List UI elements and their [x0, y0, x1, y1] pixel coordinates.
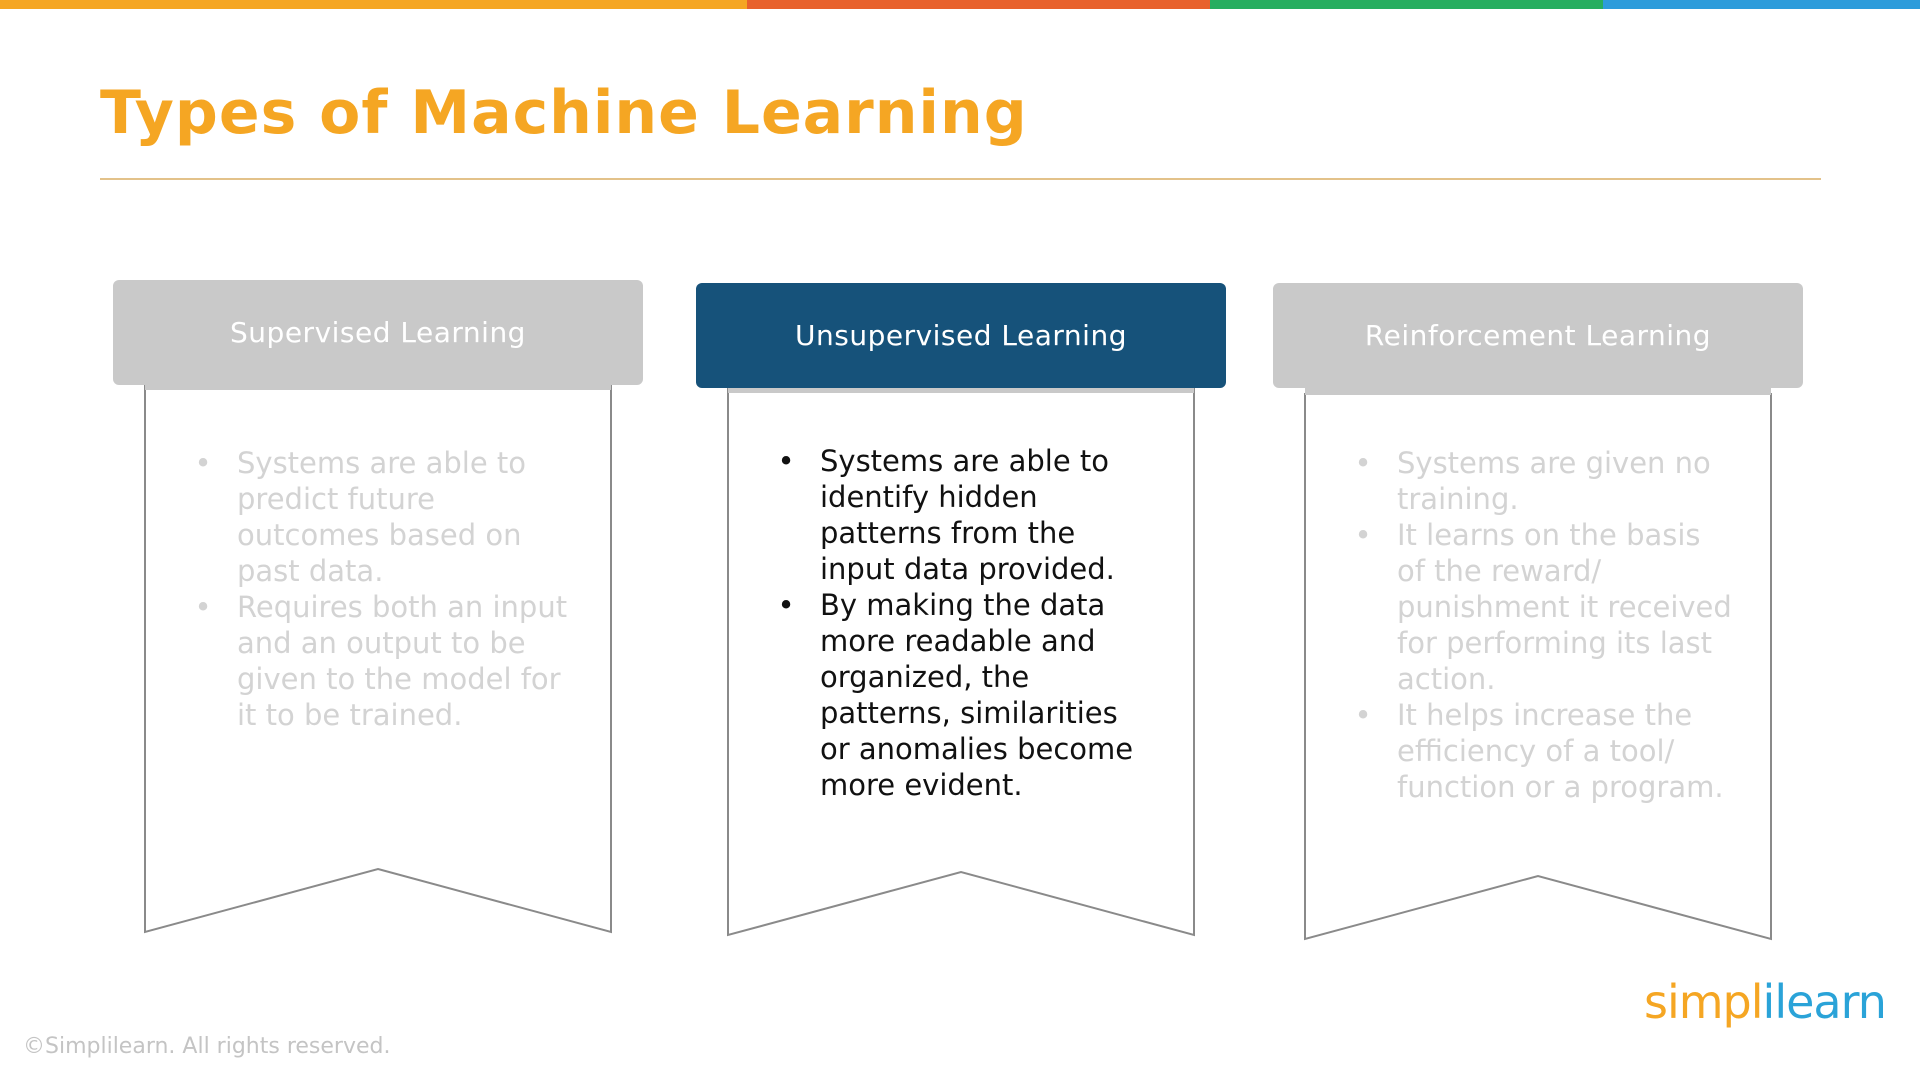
- top-bar-segment-blue: [1603, 0, 1920, 9]
- bullet-icon: •: [777, 588, 795, 622]
- card-heading[interactable]: Supervised Learning: [113, 280, 643, 385]
- slide-title: Types of Machine Learning: [100, 78, 1028, 148]
- bullet-text: Systems are given no training.: [1397, 446, 1711, 516]
- top-bar-segment-green: [1210, 0, 1603, 9]
- list-item: • By making the data more readable and o…: [776, 587, 1156, 803]
- logo-text-part1: simpl: [1644, 975, 1764, 1029]
- bullet-text: It learns on the basis of the reward/ pu…: [1397, 518, 1732, 696]
- bullet-icon: •: [1354, 446, 1372, 480]
- card-bullet-list: • Systems are given no training. • It le…: [1353, 445, 1733, 805]
- copyright-notice: ©Simplilearn. All rights reserved.: [23, 1034, 391, 1059]
- bullet-icon: •: [1354, 698, 1372, 732]
- bullet-text: It helps increase the efficiency of a to…: [1397, 698, 1724, 804]
- logo-text-part2: ilearn: [1762, 975, 1887, 1029]
- card-ribbon-outline: [727, 383, 1195, 937]
- card-unsupervised-learning: Unsupervised Learning • Systems are able…: [696, 283, 1226, 953]
- card-bullet-list: • Systems are able to identify hidden pa…: [776, 443, 1156, 803]
- bullet-icon: •: [194, 590, 212, 624]
- bullet-text: Systems are able to identify hidden patt…: [820, 444, 1115, 586]
- bullet-icon: •: [194, 446, 212, 480]
- list-item: • Systems are given no training.: [1353, 445, 1733, 517]
- card-bullet-list: • Systems are able to predict future out…: [193, 445, 573, 733]
- top-bar-segment-orange: [0, 0, 747, 9]
- bullet-icon: •: [1354, 518, 1372, 552]
- list-item: • Systems are able to predict future out…: [193, 445, 573, 589]
- bullet-icon: •: [777, 444, 795, 478]
- list-item: • It learns on the basis of the reward/ …: [1353, 517, 1733, 697]
- top-bar-segment-red: [747, 0, 1210, 9]
- card-reinforcement-learning: Reinforcement Learning • Systems are giv…: [1273, 283, 1803, 953]
- list-item: • Systems are able to identify hidden pa…: [776, 443, 1156, 587]
- list-item: • It helps increase the efficiency of a …: [1353, 697, 1733, 805]
- card-supervised-learning: Supervised Learning • Systems are able t…: [113, 280, 643, 950]
- card-heading[interactable]: Unsupervised Learning: [696, 283, 1226, 388]
- card-heading[interactable]: Reinforcement Learning: [1273, 283, 1803, 388]
- list-item: • Requires both an input and an output t…: [193, 589, 573, 733]
- title-divider: [100, 178, 1821, 180]
- simplilearn-logo: simplilearn: [1644, 975, 1887, 1029]
- bullet-text: Requires both an input and an output to …: [237, 590, 568, 732]
- bullet-text: Systems are able to predict future outco…: [237, 446, 526, 588]
- top-color-bar: [0, 0, 1920, 9]
- card-ribbon-outline: [144, 380, 612, 934]
- bullet-text: By making the data more readable and org…: [820, 588, 1134, 802]
